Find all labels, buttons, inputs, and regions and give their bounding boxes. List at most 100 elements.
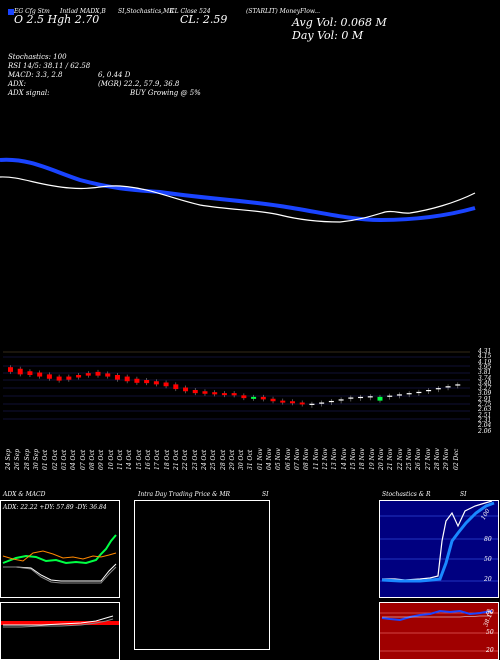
intraday-si: SI (262, 491, 269, 498)
date-axis-label: 17 Oct (154, 449, 162, 470)
date-axis-label: 22 Nov (396, 448, 404, 470)
date-axis-label: 31 Oct (247, 449, 255, 470)
date-axis-label: 01 Nov (256, 448, 264, 470)
price-axis-label: 4.15 (478, 353, 492, 361)
candle-body (17, 368, 23, 375)
adx-lines (2, 534, 117, 584)
moving-average-chart (0, 157, 476, 223)
candle-body (435, 388, 441, 390)
candle-body (260, 396, 266, 400)
stoch-panel-title: Stochastics & R (382, 491, 431, 498)
date-axis-label: 11 Oct (116, 449, 124, 470)
date-axis-label: 01 Oct (42, 449, 50, 470)
date-axis-label: 13 Nov (331, 448, 339, 470)
price-axis-label: 2.04 (478, 422, 492, 430)
price-axis-label: 2.63 (478, 406, 492, 414)
candle-body (319, 402, 325, 404)
price-axis-label: 3.95 (478, 363, 492, 371)
intraday-panel-title: Intra Day Trading Price & MR (138, 491, 231, 498)
rsi-lines (380, 609, 498, 652)
stoch-tick-80: 80 (484, 536, 492, 543)
rsi-tick-80: 80 (486, 609, 494, 616)
date-axis-label: 30 Sep (32, 448, 40, 470)
ticker-title: (STARLIT) MoneyFlow... (246, 8, 320, 15)
candle-body (124, 376, 130, 382)
candle-body (221, 393, 227, 396)
rsi-panel: 80 50 20 38.11 (379, 602, 499, 660)
date-axis-label: 11 Nov (312, 448, 320, 470)
candle-body (270, 398, 276, 402)
candle-body (66, 376, 72, 380)
date-axis-label: 25 Oct (210, 449, 218, 470)
candle-body (192, 390, 198, 394)
candle-body (56, 376, 62, 381)
date-axis-label: 26 Sep (14, 448, 22, 470)
candle-body (387, 395, 393, 397)
header-item-3: CL Close 524 (170, 8, 211, 15)
macd-readout-2: 6, 0.44 D (98, 71, 131, 79)
adx-signal-label: ADX signal: (8, 89, 50, 97)
price-axis-label: 2.51 (478, 411, 492, 419)
date-axis-label: 03 Oct (60, 449, 68, 470)
adx-panel: ADX: 22.22 +DY: 57.89 -DY: 36.84 (0, 500, 120, 598)
candle-body (455, 384, 461, 386)
adx-panel-values: ADX: 22.22 +DY: 57.89 -DY: 36.84 (3, 504, 107, 511)
date-axis-label: 25 Nov (406, 448, 414, 470)
date-axis-label: 05 Nov (275, 448, 283, 470)
date-axis-label: 07 Oct (79, 449, 87, 470)
macd-panel (0, 602, 120, 660)
candle-body (85, 373, 91, 376)
candle-body (163, 382, 169, 387)
candle-body (114, 375, 120, 380)
stoch-lines (380, 501, 498, 583)
date-axis-label: 24 Oct (200, 449, 208, 470)
candle-body (280, 400, 286, 403)
close-text: CL: 2.59 (180, 13, 228, 26)
date-axis-label: 21 Oct (172, 449, 180, 470)
date-axis-label: 08 Oct (88, 449, 96, 470)
date-axis-label: 29 Nov (443, 448, 451, 470)
price-axis-label: 3.27 (478, 385, 492, 393)
day-vol: Day Vol: 0 M (292, 29, 364, 42)
date-axis-label: 04 Nov (266, 448, 274, 470)
adx-values: (MGR) 22.2, 57.9, 36.8 (98, 80, 180, 88)
price-axis-label: 2.31 (478, 416, 492, 424)
candle-body (153, 381, 159, 385)
price-axis-label: 3.09 (478, 390, 492, 398)
header-item-1: Intlad MADX,B (60, 8, 106, 15)
date-axis-label: 14 Nov (340, 448, 348, 470)
date-axis-label: 28 Oct (219, 449, 227, 470)
date-axis-label: 16 Oct (144, 449, 152, 470)
candle-body (358, 396, 364, 399)
candle-body (309, 403, 315, 405)
candle-body (46, 374, 52, 379)
stochastics-panel: 80 50 20 100 (379, 500, 499, 598)
rsi-readout: RSI 14/5: 38.11 / 62.58 (8, 62, 91, 70)
candle-body (95, 371, 101, 376)
avg-vol: Avg Vol: 0.068 M (292, 16, 387, 29)
candle-body (27, 371, 33, 375)
date-axis-label: 10 Oct (107, 449, 115, 470)
candle-body (37, 372, 43, 377)
header-item-2: SI,Stochastics,MR (118, 8, 174, 15)
price-axis-label: 4.19 (478, 358, 492, 366)
candle-body (231, 393, 237, 396)
macd-readout: MACD: 3.3, 2.8 (8, 71, 63, 79)
date-axis-label: 06 Nov (284, 448, 292, 470)
date-axis-label: 04 Oct (70, 449, 78, 470)
price-axis-label: 3.74 (478, 374, 492, 382)
candle-body (241, 395, 247, 399)
date-axis-label: 18 Oct (163, 449, 171, 470)
candle-body (406, 393, 412, 395)
candle-body (338, 399, 344, 401)
rsi-tick-50: 50 (486, 629, 494, 636)
date-axis-label: 18 Nov (359, 448, 367, 470)
candle-body (426, 390, 432, 392)
price-axis-label: 2.75 (478, 401, 492, 408)
price-axis-label: 3.40 (478, 379, 492, 387)
date-axis-label: 02 Dec (452, 448, 460, 470)
candle-body (367, 396, 373, 398)
candle-body (183, 387, 189, 392)
price-line-white (0, 176, 476, 223)
open-high-text: O 2.5 Hgh 2.70 (14, 13, 100, 26)
